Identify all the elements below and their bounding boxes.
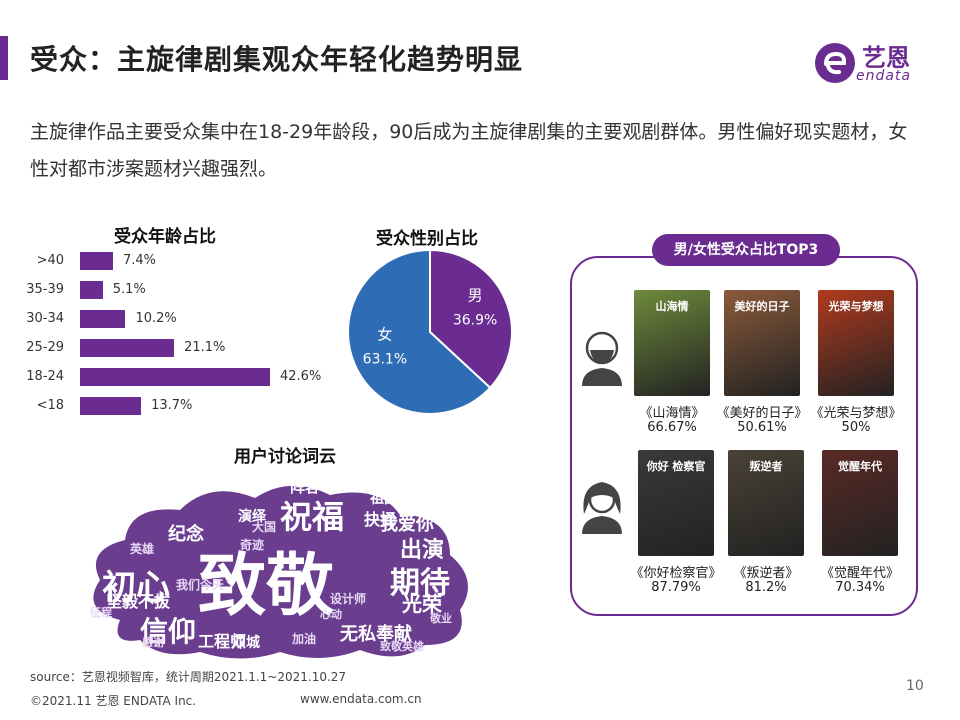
age-bar-value: 10.2%: [135, 311, 177, 326]
copyright: ©2021.11 艺恩 ENDATA Inc.: [30, 694, 197, 708]
pie-slice-name: 男: [468, 286, 483, 304]
cloud-word: 抉择: [364, 510, 397, 529]
cloud-word: 奇迹: [240, 538, 265, 552]
poster-title-text: 你好 检察官: [646, 460, 706, 473]
poster-title-text: 山海情: [655, 300, 689, 313]
poster-title-text: 叛逆者: [749, 460, 783, 473]
age-bar-value: 7.4%: [123, 253, 157, 268]
logo-text-cn: 艺恩: [862, 44, 910, 72]
show-percentage: 66.67%: [647, 420, 697, 435]
show-percentage: 50%: [841, 420, 871, 435]
cloud-word: 英雄: [130, 542, 155, 556]
title-accent-bar: [0, 36, 8, 80]
show-name: 《山海情》: [639, 406, 705, 421]
poster-title-text: 觉醒年代: [838, 460, 882, 473]
cloud-word: 心动: [320, 608, 342, 621]
female-person-icon: [582, 482, 622, 534]
pie-slice: [347, 248, 492, 415]
cloud-word: 期待: [390, 566, 450, 601]
show-poster: 你好 检察官: [638, 450, 714, 556]
cloud-word: 出演: [400, 538, 445, 563]
age-category-label: 25-29: [26, 340, 64, 355]
cloud-word: 无私奉献: [340, 624, 412, 645]
show-name: 《光荣与梦想》: [810, 406, 902, 421]
male-person-icon: [582, 331, 622, 386]
cloud-word: 我们今天: [176, 578, 225, 592]
logo-e-icon: [815, 43, 855, 83]
show-percentage: 50.61%: [737, 420, 787, 435]
website: www.endata.com.cn: [300, 692, 422, 706]
pie-slice: [429, 248, 513, 390]
age-bar-value: 42.6%: [280, 369, 322, 384]
show-name: 《你好检察官》: [630, 566, 722, 581]
cloud-word: 加油: [292, 632, 317, 646]
show-name: 《美好的日子》: [716, 406, 808, 421]
age-category-label: 30-34: [26, 311, 64, 326]
show-name: 《叛逆者》: [733, 566, 799, 581]
cloud-word: 我爱你: [380, 514, 434, 535]
cloud-word: 大国: [252, 520, 277, 534]
show-percentage: 70.34%: [835, 580, 885, 595]
cloud-word: 致敬英雄: [380, 640, 424, 653]
show-name: 《觉醒年代》: [820, 566, 899, 581]
cloud-word: 设计师: [330, 592, 367, 606]
cloud-word: 演绎: [238, 509, 266, 525]
cloud-word: 致敬: [198, 547, 335, 626]
wordcloud-title: 用户讨论词云: [234, 447, 336, 467]
show-percentage: 87.79%: [651, 580, 701, 595]
age-bar-value: 5.1%: [112, 282, 146, 297]
age-bar-value: 21.1%: [184, 340, 226, 355]
cloud-word: 坚毅不拔: [106, 592, 171, 611]
age-category-label: 35-39: [26, 282, 64, 297]
age-category-label: >40: [36, 253, 64, 268]
logo-text-en: endata: [856, 68, 912, 84]
age-category-label: <18: [36, 398, 64, 413]
poster-title-text: 美好的日子: [734, 300, 790, 313]
age-bar: [80, 252, 113, 270]
cloud-word: 纪念: [168, 524, 204, 545]
gender-pie-chart: 男 36.9% 女 63.1%: [347, 248, 513, 415]
age-chart-title: 受众年龄占比: [114, 227, 216, 247]
cloud-shape: [93, 485, 469, 659]
show-poster: 叛逆者: [728, 450, 804, 556]
word-cloud: 致敬 祝福初心 期待信仰 出演光荣 纪念坚毅不拔无私奉献 我爱你工程师 双城 演绎 阵容抉择 祖国…: [80, 470, 480, 660]
age-bar-chart: >40 7.4% 35-39 5.1% 30-34 10.2% 25-29 21.1% 18-2…: [0, 248, 340, 424]
pie-slice-value: 63.1%: [363, 352, 407, 368]
cloud-word: 征程: [90, 606, 112, 619]
source-note: source：艺恩视频智库，统计周期2021.1.1~2021.10.27: [30, 670, 347, 684]
cloud-word: 工程师: [198, 632, 247, 651]
poster-title-text: 光荣与梦想: [828, 300, 884, 313]
page-title: 受众：主旋律剧集观众年轻化趋势明显: [30, 43, 524, 76]
show-poster: 山海情: [634, 290, 710, 396]
age-category-label: 18-24: [26, 369, 64, 384]
cloud-word: 感谢: [142, 636, 164, 649]
age-bar: [80, 281, 103, 299]
cloud-word: 祝福: [280, 498, 345, 536]
show-poster: 光荣与梦想: [818, 290, 894, 396]
show-poster: 美好的日子: [724, 290, 800, 396]
age-bar: [80, 397, 142, 415]
age-bar: [80, 310, 126, 328]
cloud-word: 敬业: [430, 612, 452, 625]
cloud-word: 双城: [232, 635, 260, 651]
endata-logo: 艺恩 endata: [812, 38, 932, 86]
cloud-word: 阵容: [290, 478, 321, 496]
pie-slice-value: 36.9%: [453, 312, 497, 328]
page-number: 10: [906, 678, 924, 694]
cloud-word: 初心: [102, 568, 170, 608]
age-bar: [80, 368, 270, 386]
show-percentage: 81.2%: [745, 580, 787, 595]
age-bar: [80, 339, 175, 357]
cloud-word: 光荣: [402, 592, 442, 616]
cloud-word: 祖国: [370, 491, 398, 507]
gender-chart-title: 受众性别占比: [376, 229, 478, 249]
pie-slice-name: 女: [377, 326, 392, 344]
show-poster: 觉醒年代: [822, 450, 898, 556]
cloud-word: 信仰: [140, 615, 197, 648]
intro-paragraph: 主旋律作品主要受众集中在18-29年龄段，90后成为主旋律剧集的主要观剧群体。男…: [30, 121, 908, 180]
age-bar-value: 13.7%: [151, 398, 193, 413]
top3-title: 男/女性受众占比TOP3: [652, 234, 840, 266]
